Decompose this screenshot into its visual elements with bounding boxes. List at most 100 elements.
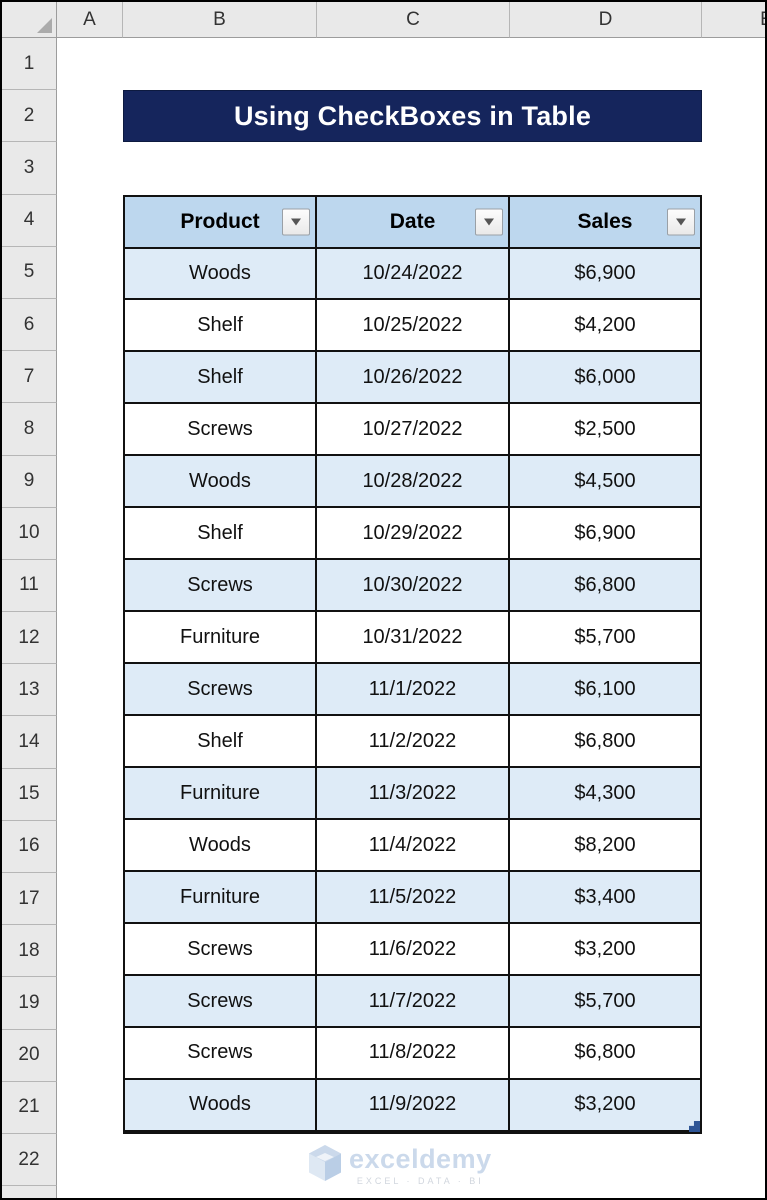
- row-header-1[interactable]: 1: [2, 38, 57, 91]
- product-cell[interactable]: Woods: [125, 820, 317, 871]
- sales-cell[interactable]: $6,800: [510, 560, 700, 611]
- row-header-label: 2: [23, 104, 35, 126]
- row-header-2[interactable]: 2: [2, 90, 57, 143]
- row-header-19[interactable]: 19: [2, 977, 57, 1030]
- row-header-9[interactable]: 9: [2, 455, 57, 508]
- sales-cell[interactable]: $3,200: [510, 1079, 700, 1130]
- sales-cell[interactable]: $6,800: [510, 716, 700, 767]
- row-header-4[interactable]: 4: [2, 194, 57, 247]
- sales-cell[interactable]: $5,700: [510, 976, 700, 1026]
- product-cell[interactable]: Shelf: [125, 508, 317, 559]
- row-header-7[interactable]: 7: [2, 351, 57, 404]
- column-header-e[interactable]: E: [702, 2, 765, 38]
- product-cell[interactable]: Screws: [125, 924, 317, 975]
- sales-cell[interactable]: $8,200: [510, 820, 700, 871]
- product-cell[interactable]: Woods: [125, 456, 317, 507]
- product-cell[interactable]: Furniture: [125, 872, 317, 923]
- date-cell[interactable]: 10/30/2022: [317, 560, 510, 611]
- date-cell[interactable]: 11/5/2022: [317, 872, 510, 923]
- table-header-cell-date: Date: [317, 196, 510, 247]
- row-header-10[interactable]: 10: [2, 507, 57, 560]
- date-cell[interactable]: 11/1/2022: [317, 664, 510, 715]
- date-cell[interactable]: 10/27/2022: [317, 404, 510, 455]
- product-cell[interactable]: Screws: [125, 404, 317, 455]
- row-header-12[interactable]: 12: [2, 612, 57, 665]
- date-cell[interactable]: 10/26/2022: [317, 352, 510, 403]
- filter-dropdown-button[interactable]: [282, 208, 310, 236]
- date-cell[interactable]: 11/7/2022: [317, 976, 510, 1026]
- product-cell[interactable]: Screws: [125, 976, 317, 1026]
- date-cell[interactable]: 10/24/2022: [317, 248, 510, 299]
- table-header-label: Date: [389, 209, 436, 233]
- sales-cell[interactable]: $6,900: [510, 508, 700, 559]
- sales-cell[interactable]: $4,300: [510, 768, 700, 819]
- row-header-6[interactable]: 6: [2, 298, 57, 352]
- date-cell[interactable]: 10/25/2022: [317, 300, 510, 351]
- column-header-d[interactable]: D: [510, 2, 702, 38]
- sales-cell[interactable]: $4,200: [510, 300, 700, 351]
- table-row: Screws 10/27/2022 $2,500: [125, 404, 700, 457]
- sales-cell[interactable]: $6,800: [510, 1028, 700, 1078]
- product-cell[interactable]: Furniture: [125, 612, 317, 663]
- date-cell[interactable]: 11/6/2022: [317, 924, 510, 975]
- date-cell[interactable]: 10/31/2022: [317, 612, 510, 663]
- table-row: Screws 11/1/2022 $6,100: [125, 664, 700, 717]
- row-header-13[interactable]: 13: [2, 664, 57, 717]
- table-row: Woods 11/9/2022 $3,200: [125, 1079, 700, 1132]
- product-cell[interactable]: Furniture: [125, 768, 317, 819]
- sales-cell[interactable]: $3,200: [510, 924, 700, 975]
- row-header-14[interactable]: 14: [2, 716, 57, 769]
- title-banner: Using CheckBoxes in Table: [123, 90, 702, 143]
- sales-cell[interactable]: $4,500: [510, 456, 700, 507]
- product-cell[interactable]: Screws: [125, 560, 317, 611]
- row-header[interactable]: [2, 1186, 57, 1198]
- date-cell[interactable]: 11/4/2022: [317, 820, 510, 871]
- date-cell[interactable]: 11/8/2022: [317, 1028, 510, 1078]
- column-header-b[interactable]: B: [123, 2, 317, 38]
- table-row: Shelf 10/25/2022 $4,200: [125, 300, 700, 353]
- filter-arrow-icon: [484, 218, 494, 226]
- product-cell[interactable]: Shelf: [125, 716, 317, 767]
- table-row: Furniture 11/3/2022 $4,300: [125, 768, 700, 821]
- filter-dropdown-button[interactable]: [667, 208, 695, 236]
- row-header-8[interactable]: 8: [2, 403, 57, 456]
- sales-cell[interactable]: $2,500: [510, 404, 700, 455]
- sales-cell[interactable]: $3,400: [510, 872, 700, 923]
- sales-cell[interactable]: $5,700: [510, 612, 700, 663]
- column-header-c[interactable]: C: [317, 2, 510, 38]
- product-cell[interactable]: Screws: [125, 664, 317, 715]
- date-cell[interactable]: 11/3/2022: [317, 768, 510, 819]
- row-header-16[interactable]: 16: [2, 820, 57, 873]
- date-cell[interactable]: 11/9/2022: [317, 1079, 510, 1130]
- row-header-18[interactable]: 18: [2, 925, 57, 978]
- sales-cell[interactable]: $6,900: [510, 248, 700, 299]
- row-header-15[interactable]: 15: [2, 768, 57, 821]
- date-cell[interactable]: 10/28/2022: [317, 456, 510, 507]
- product-cell[interactable]: Shelf: [125, 300, 317, 351]
- product-cell[interactable]: Woods: [125, 1079, 317, 1130]
- sales-cell[interactable]: $6,100: [510, 664, 700, 715]
- row-header-21[interactable]: 21: [2, 1081, 57, 1134]
- product-cell[interactable]: Woods: [125, 248, 317, 299]
- select-all-corner[interactable]: [2, 2, 57, 38]
- watermark-tagline: EXCEL · DATA · BI: [356, 1175, 484, 1186]
- filter-dropdown-button[interactable]: [475, 208, 503, 236]
- row-header-20[interactable]: 20: [2, 1029, 57, 1082]
- sales-cell[interactable]: $6,000: [510, 352, 700, 403]
- row-header-3[interactable]: 3: [2, 142, 57, 195]
- row-header-22[interactable]: 22: [2, 1133, 57, 1187]
- table-row: Furniture 10/31/2022 $5,700: [125, 612, 700, 665]
- product-cell[interactable]: Screws: [125, 1028, 317, 1078]
- row-header-17[interactable]: 17: [2, 873, 57, 926]
- date-cell[interactable]: 11/2/2022: [317, 716, 510, 767]
- row-header-11[interactable]: 11: [2, 559, 57, 613]
- row-header-label: 15: [18, 783, 40, 805]
- row-header-label: 8: [23, 417, 35, 439]
- column-header-a[interactable]: A: [57, 2, 123, 38]
- table-row: Furniture 11/5/2022 $3,400: [125, 872, 700, 925]
- date-cell[interactable]: 10/29/2022: [317, 508, 510, 559]
- table-resize-handle[interactable]: [689, 1120, 700, 1132]
- product-cell[interactable]: Shelf: [125, 352, 317, 403]
- row-header-5[interactable]: 5: [2, 246, 57, 299]
